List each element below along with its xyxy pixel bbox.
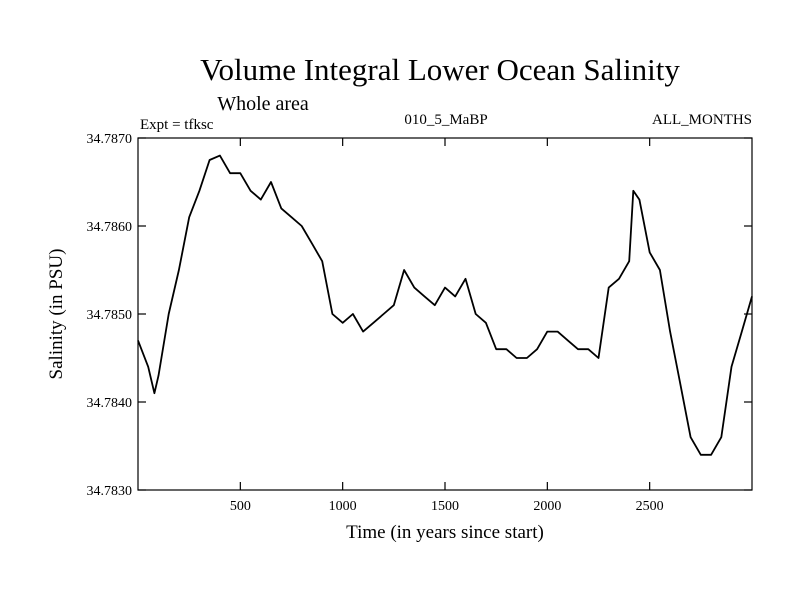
x-tick-label: 500: [230, 499, 251, 514]
y-tick-label: 34.7850: [87, 308, 133, 323]
chart-title: Volume Integral Lower Ocean Salinity: [200, 52, 680, 87]
run-id-label: 010_5_MaBP: [404, 112, 487, 128]
experiment-label: Expt = tfksc: [140, 117, 214, 133]
plot-frame: [137, 137, 753, 491]
y-tick-label: 34.7830: [87, 484, 133, 499]
months-label: ALL_MONTHS: [652, 112, 752, 128]
y-tick-label: 34.7860: [87, 220, 133, 235]
x-tick-label: 2500: [636, 499, 664, 514]
x-tick-label: 1000: [329, 499, 357, 514]
salinity-series-line: [137, 154, 753, 456]
y-tick-label: 34.7840: [87, 396, 133, 411]
x-tick-label: 2000: [533, 499, 561, 514]
x-tick-label: 1500: [431, 499, 459, 514]
y-axis-label: Salinity (in PSU): [46, 249, 67, 380]
chart-subtitle: Whole area: [217, 93, 309, 115]
y-tick-label: 34.7870: [87, 132, 133, 147]
x-axis-label: Time (in years since start): [346, 522, 544, 543]
